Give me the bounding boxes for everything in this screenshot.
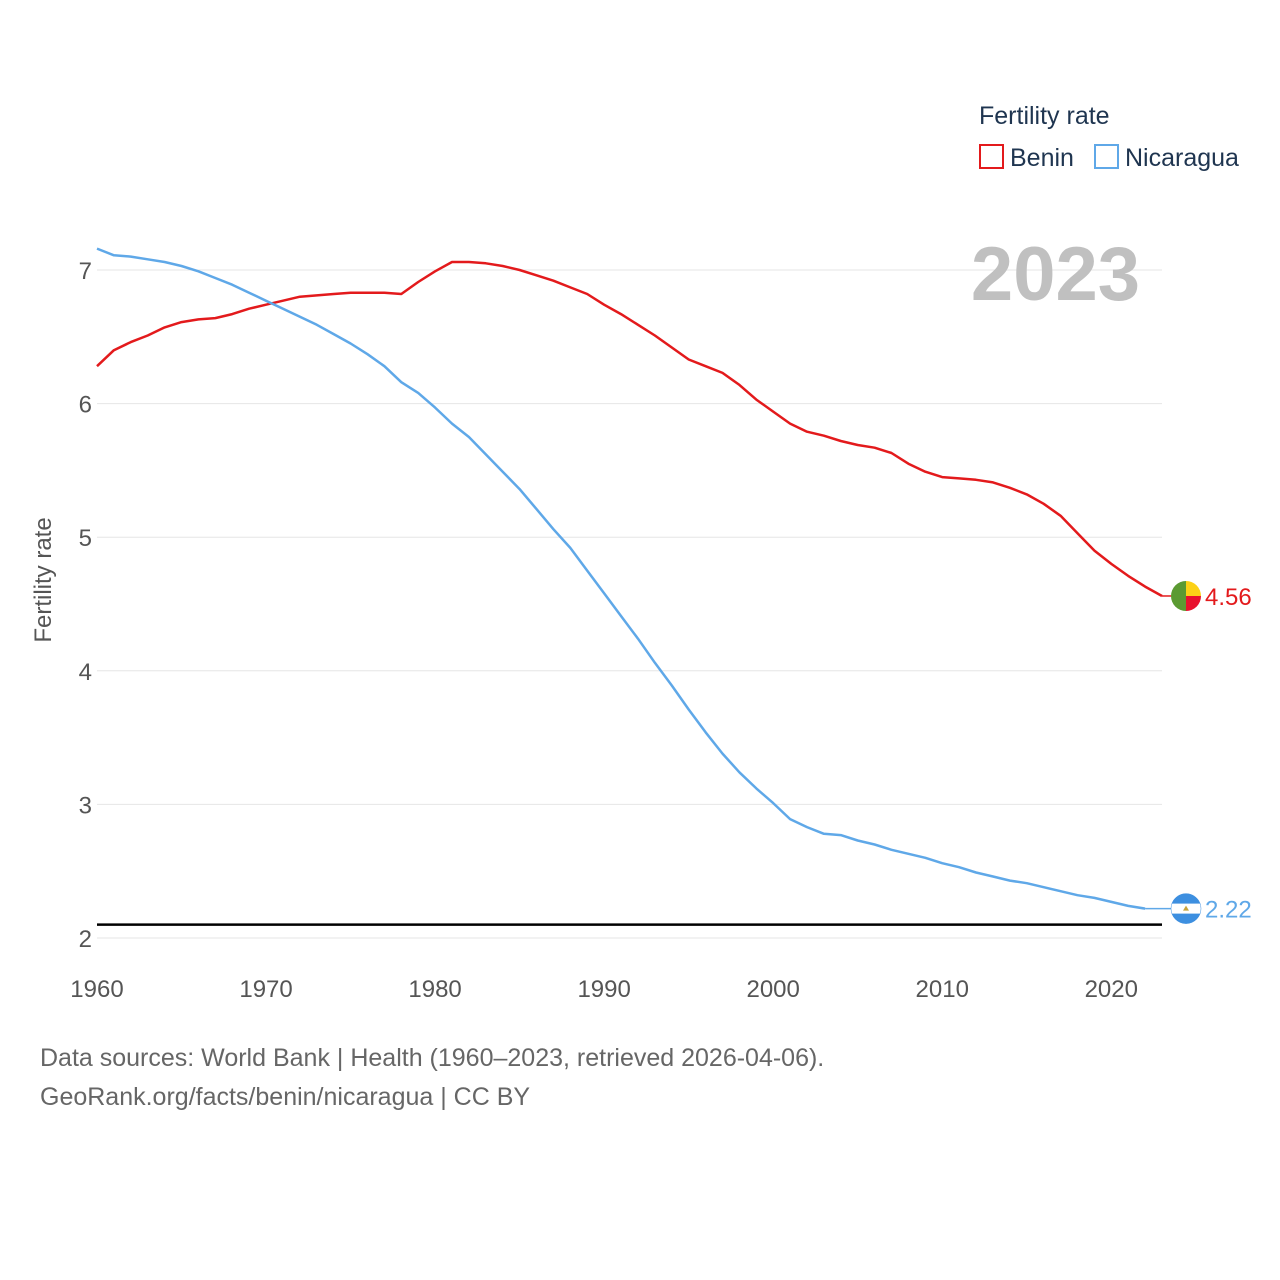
series-line-nicaragua[interactable] xyxy=(96,247,1146,910)
legend-swatch-nicaragua xyxy=(1094,144,1119,169)
legend-item-benin[interactable]: Benin xyxy=(979,144,1074,172)
x-tick-label: 1990 xyxy=(577,976,630,1003)
grid-lines xyxy=(97,269,1162,939)
x-tick-label: 2000 xyxy=(746,976,799,1003)
end-value-label-nicaragua: 2.22 xyxy=(1205,897,1252,924)
x-axis-ticks: 1960 1970 1980 1990 2000 2010 2020 xyxy=(70,976,1138,1003)
legend-item-nicaragua[interactable]: Nicaragua xyxy=(1094,144,1239,172)
x-tick-label: 2020 xyxy=(1085,976,1138,1003)
year-label: 2023 xyxy=(971,232,1140,317)
legend-swatch-benin xyxy=(979,144,1004,169)
x-tick-label: 1970 xyxy=(239,976,292,1003)
legend-label-nicaragua: Nicaragua xyxy=(1125,144,1239,172)
y-tick-label: 2 xyxy=(79,926,92,953)
x-tick-label: 1980 xyxy=(408,976,461,1003)
y-axis-title: Fertility rate xyxy=(30,517,57,642)
series-line-benin[interactable] xyxy=(96,260,1163,598)
flag-icon-nicaragua xyxy=(1170,893,1202,924)
source-url-license: GeoRank.org/facts/benin/nicaragua | CC B… xyxy=(40,1083,531,1111)
end-markers: 4.56 2.22 xyxy=(1145,580,1252,924)
y-tick-label: 7 xyxy=(79,258,92,285)
x-tick-label: 2010 xyxy=(916,976,969,1003)
y-tick-label: 6 xyxy=(79,392,92,419)
y-tick-label: 3 xyxy=(79,792,92,819)
legend[interactable]: Fertility rate Benin Nicaragua xyxy=(979,102,1239,172)
legend-label-benin: Benin xyxy=(1010,144,1074,172)
data-sources-note: Data sources: World Bank | Health (1960–… xyxy=(40,1044,825,1072)
y-axis-ticks: 2 3 4 5 6 7 xyxy=(79,258,92,953)
flag-icon-benin xyxy=(1171,580,1201,611)
legend-title: Fertility rate xyxy=(979,102,1110,130)
y-tick-label: 5 xyxy=(79,525,92,552)
y-tick-label: 4 xyxy=(79,659,92,686)
end-value-label-benin: 4.56 xyxy=(1205,584,1252,611)
x-tick-label: 1960 xyxy=(70,976,123,1003)
series-lines xyxy=(96,247,1163,910)
